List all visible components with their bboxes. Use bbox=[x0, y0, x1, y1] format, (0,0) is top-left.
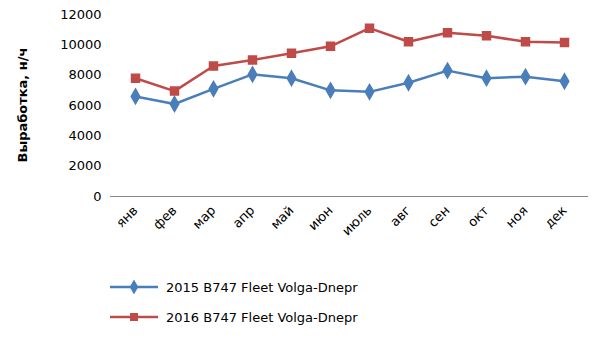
html-text:2016 B747 Fleet Volga-Dnepr: 2016 B747 Fleet Volga-Dnepr bbox=[166, 309, 358, 325]
svg-text:сен: сен bbox=[425, 203, 452, 230]
svg-text:ноя: ноя bbox=[503, 203, 531, 231]
svg-text:0: 0 bbox=[93, 189, 101, 204]
svg-text:апр: апр bbox=[229, 203, 257, 231]
svg-text:10000: 10000 bbox=[60, 37, 101, 52]
svg-text:авг: авг bbox=[387, 203, 414, 230]
svg-text:май: май bbox=[267, 203, 296, 232]
html-text:2015 B747 Fleet Volga-Dnepr: 2015 B747 Fleet Volga-Dnepr bbox=[166, 279, 358, 295]
svg-text:окт: окт bbox=[464, 202, 491, 229]
svg-text:июль: июль bbox=[339, 203, 375, 239]
svg-text:6000: 6000 bbox=[68, 98, 101, 113]
svg-text:янв: янв bbox=[113, 203, 141, 231]
svg-text:4000: 4000 bbox=[68, 128, 101, 143]
svg-text:2000: 2000 bbox=[68, 158, 101, 173]
svg-text:фев: фев bbox=[150, 203, 180, 233]
svg-text:июн: июн bbox=[305, 203, 335, 233]
svg-text:8000: 8000 bbox=[68, 67, 101, 82]
html-text:Выработка, н/ч: Выработка, н/ч bbox=[14, 47, 30, 163]
svg-text:мар: мар bbox=[190, 203, 219, 232]
svg-text:12000: 12000 bbox=[60, 7, 101, 22]
svg-text:дек: дек bbox=[541, 203, 569, 231]
